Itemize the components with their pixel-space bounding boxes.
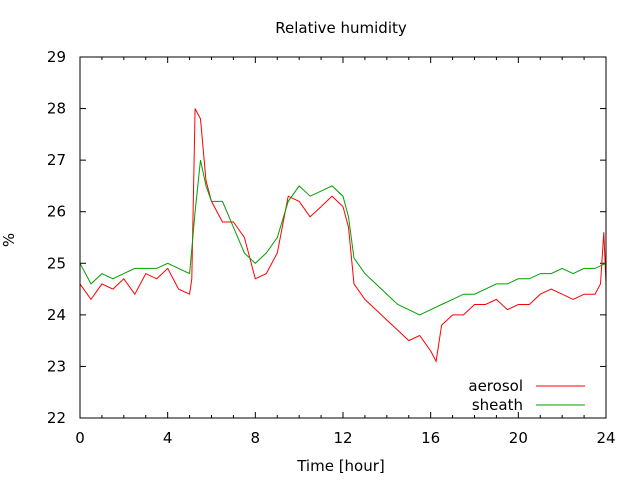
y-axis-label: %: [0, 233, 18, 247]
x-tick-label: 12: [333, 429, 352, 447]
x-tick-label: 16: [421, 429, 440, 447]
legend-label-aerosol: aerosol: [468, 377, 523, 395]
x-axis-label: Time [hour]: [296, 457, 385, 475]
series-line-sheath: [79, 159, 607, 316]
y-tick-label: 23: [47, 357, 66, 375]
x-tick-label: 4: [163, 429, 173, 447]
y-tick-label: 26: [47, 203, 66, 221]
x-tick-label: 20: [509, 429, 528, 447]
chart-title: Relative humidity: [275, 19, 407, 37]
y-tick-label: 25: [47, 254, 66, 272]
series-layer: [79, 108, 607, 363]
axis-ticks: 0 4 8 12 16 20 24 22 23 24 25 26 27 28 29: [47, 48, 616, 447]
y-tick-label: 29: [47, 48, 66, 66]
series-line-aerosol: [79, 108, 607, 363]
plot-frame: [79, 56, 607, 419]
x-tick-label: 24: [596, 429, 615, 447]
y-tick-label: 22: [47, 409, 66, 427]
y-tick-label: 27: [47, 151, 66, 169]
y-tick-label: 28: [47, 100, 66, 118]
legend-label-sheath: sheath: [472, 396, 523, 414]
y-tick-label: 24: [47, 306, 66, 324]
x-tick-label: 8: [251, 429, 261, 447]
x-tick-label: 0: [75, 429, 85, 447]
